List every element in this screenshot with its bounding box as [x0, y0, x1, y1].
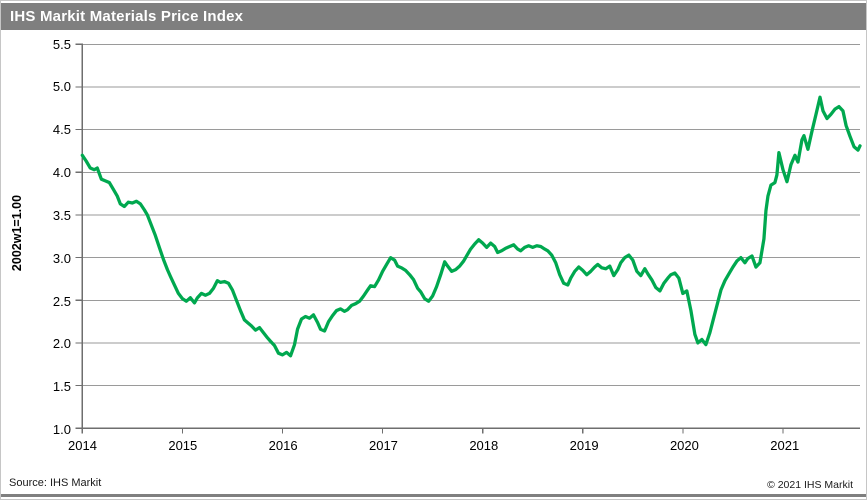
y-tick-label: 2.5: [52, 293, 71, 309]
x-tick-label: 2016: [268, 438, 298, 453]
source-note: Source: IHS Markit: [9, 477, 102, 489]
y-axis-title: 2002w1=1.00: [10, 194, 24, 272]
y-tick-label: 1.0: [52, 422, 71, 437]
x-tick-label: 2019: [569, 438, 599, 453]
chart-title: IHS Markit Materials Price Index: [10, 8, 244, 25]
y-tick-label: 3.5: [52, 207, 71, 223]
price-index-line: [80, 95, 862, 358]
y-tick-label: 2.0: [52, 336, 71, 352]
x-tick-label: 2018: [469, 438, 499, 453]
copyright-note: © 2021 IHS Markit: [767, 479, 853, 491]
y-tick-label: 5.0: [52, 79, 71, 95]
x-tick-label: 2021: [770, 438, 800, 453]
x-tick-label: 2017: [368, 438, 398, 453]
chart-title-bar: IHS Markit Materials Price Index: [1, 3, 866, 30]
footer-bar: [1, 494, 866, 497]
y-tick-label: 5.5: [52, 36, 71, 52]
y-tick-label: 1.5: [52, 379, 71, 395]
y-tick-label: 4.5: [52, 122, 71, 138]
x-tick-label: 2020: [669, 438, 699, 453]
x-tick-label: 2015: [168, 438, 198, 453]
y-tick-label: 4.0: [52, 165, 71, 180]
x-tick-label: 2014: [68, 438, 97, 453]
y-tick-label: 3.0: [52, 250, 71, 266]
